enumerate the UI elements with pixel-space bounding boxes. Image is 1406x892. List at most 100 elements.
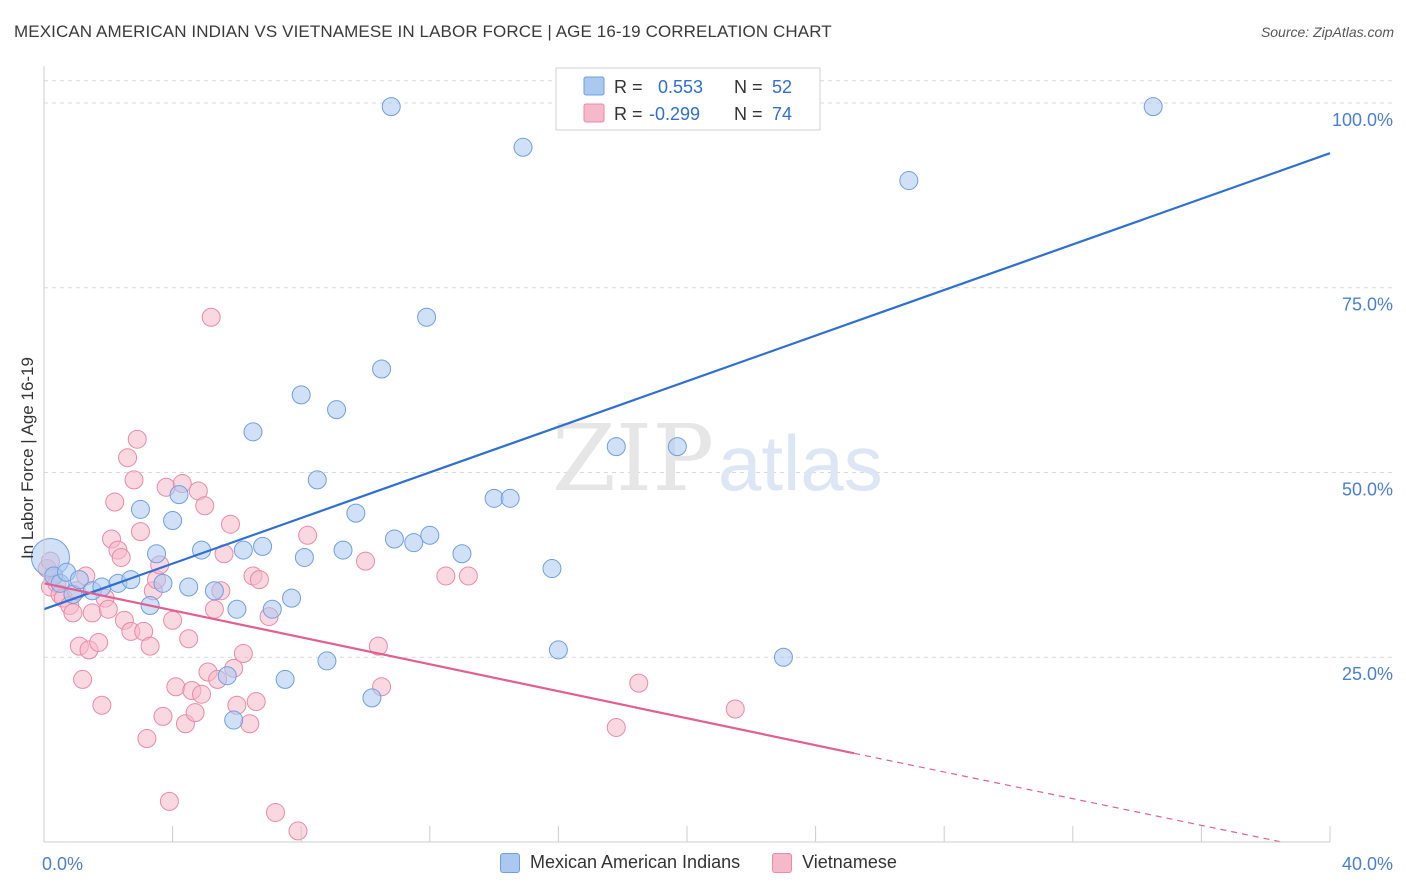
vietnamese-point [118,448,138,468]
y-tick-label: 75.0% [1342,295,1393,315]
source-credit: Source: ZipAtlas.com [1260,24,1394,40]
mexican-american-indian-point [317,651,337,671]
mexican-american-indian-point [417,307,437,327]
vietnamese-point [249,570,269,590]
series-legend-label: Vietnamese [802,852,897,872]
vietnamese-point [606,717,626,737]
legend-r-value-1: 0.553 [658,77,703,97]
series-legend: Mexican American Indians Vietnamese [500,852,929,873]
mexican-american-indian-point [217,666,237,686]
vietnamese-point [356,551,375,571]
vietnamese-point [195,496,215,516]
mexican-american-indian-point [291,385,311,405]
legend-n-value-2: 74 [772,104,792,124]
mexican-american-indian-point [452,544,472,564]
vietnamese-point [127,429,147,449]
mexican-american-indian-point [282,588,302,608]
y-tick-label: 100.0% [1332,110,1393,130]
mexican-american-indian-point [384,529,404,549]
trend-line-vietnamese-extension [854,752,1282,843]
mexican-american-indian-point [262,599,282,619]
legend-r-label-1: R = [614,77,643,97]
mexican-american-indian-point [346,503,366,523]
mexican-american-indian-point [224,710,244,730]
mexican-american-indian-point [179,577,199,597]
vietnamese-point [204,599,224,619]
vietnamese-point [233,644,253,664]
vietnamese-point [140,636,160,656]
legend-n-label-1: N = [734,77,763,97]
mexican-american-indian-point [333,540,353,560]
vietnamese-point [265,802,285,822]
mexican-american-indian-point [899,171,919,191]
mexican-american-indian-point [327,400,347,420]
axes: 25.0% 50.0% 75.0% 100.0% 0.0% 40.0% [42,66,1393,874]
mexican-american-indian-point [513,137,533,157]
mexican-american-indian-point [500,488,520,508]
vietnamese-point [159,791,179,811]
chart-title: MEXICAN AMERICAN INDIAN VS VIETNAMESE IN… [14,22,832,41]
mexican-american-indian-point [233,540,253,560]
vietnamese-point [246,692,266,712]
mexican-american-indian-point [362,688,382,708]
mexican-american-indian-point [381,97,401,117]
vietnamese-point [63,603,83,623]
mexican-american-indian-point [294,547,314,567]
vietnamese-point [185,703,205,723]
vietnamese-point [73,669,93,689]
mexican-american-indian-point [130,499,150,519]
watermark-atlas: atlas [718,419,883,507]
mexican-american-indian-point [404,533,424,553]
mexican-american-indian-point [773,647,793,667]
mexican-american-indian-point [542,559,562,579]
watermark: ZIP atlas [552,405,883,512]
series-legend-item-vietnamese: Vietnamese [772,852,897,873]
mexican-american-indian-point [372,359,392,379]
mexican-american-indian-point [253,536,273,556]
vietnamese-point [629,673,649,693]
vietnamese-point [92,695,112,715]
vietnamese-point [153,706,173,726]
vietnamese-point [163,610,183,630]
series-swatch-pink [772,852,793,873]
legend-n-value-1: 52 [772,77,792,97]
vietnamese-point [130,522,150,542]
vietnamese-point [436,566,456,586]
vietnamese-point [89,632,109,652]
vietnamese-point [105,492,125,512]
vietnamese-point [98,599,118,619]
mexican-american-indian-point [307,470,327,490]
vietnamese-point [298,525,318,545]
vietnamese-point [240,714,260,734]
vietnamese-point [82,603,102,623]
mexican-american-indian-point [121,570,141,590]
mexican-american-indian-point [204,581,224,601]
series-legend-label: Mexican American Indians [530,852,741,872]
mexican-american-indian-point [153,573,173,593]
vietnamese-point [220,514,240,534]
mexican-american-indian-point [606,437,626,457]
mexican-american-indian-point [163,511,183,531]
vietnamese-point [288,821,308,841]
mexican-american-indian-point [420,525,440,545]
legend-n-label-2: N = [734,104,763,124]
legend-r-label-2: R = [614,104,643,124]
trend-line-mexican-american-indians [43,152,1331,611]
mexican-american-indian-point [227,599,247,619]
legend-r-value-2: -0.299 [649,104,700,124]
series-swatch-blue [500,852,520,873]
trend-lines [43,152,1331,843]
legend-swatch-pink [583,103,605,123]
y-tick-label: 25.0% [1342,664,1393,684]
mexican-american-indian-point [169,485,189,505]
stats-legend: R = 0.553 N = 52 R = -0.299 N = 74 [555,67,821,131]
mexican-american-indian-point [275,669,295,689]
legend-swatch-blue [583,76,605,96]
y-tick-label: 50.0% [1342,479,1393,499]
vietnamese-point [124,470,144,490]
mexican-american-indian-point [147,544,167,564]
vietnamese-point [111,547,131,567]
mexican-american-indian-point [484,488,504,508]
vietnamese-point [725,699,745,719]
